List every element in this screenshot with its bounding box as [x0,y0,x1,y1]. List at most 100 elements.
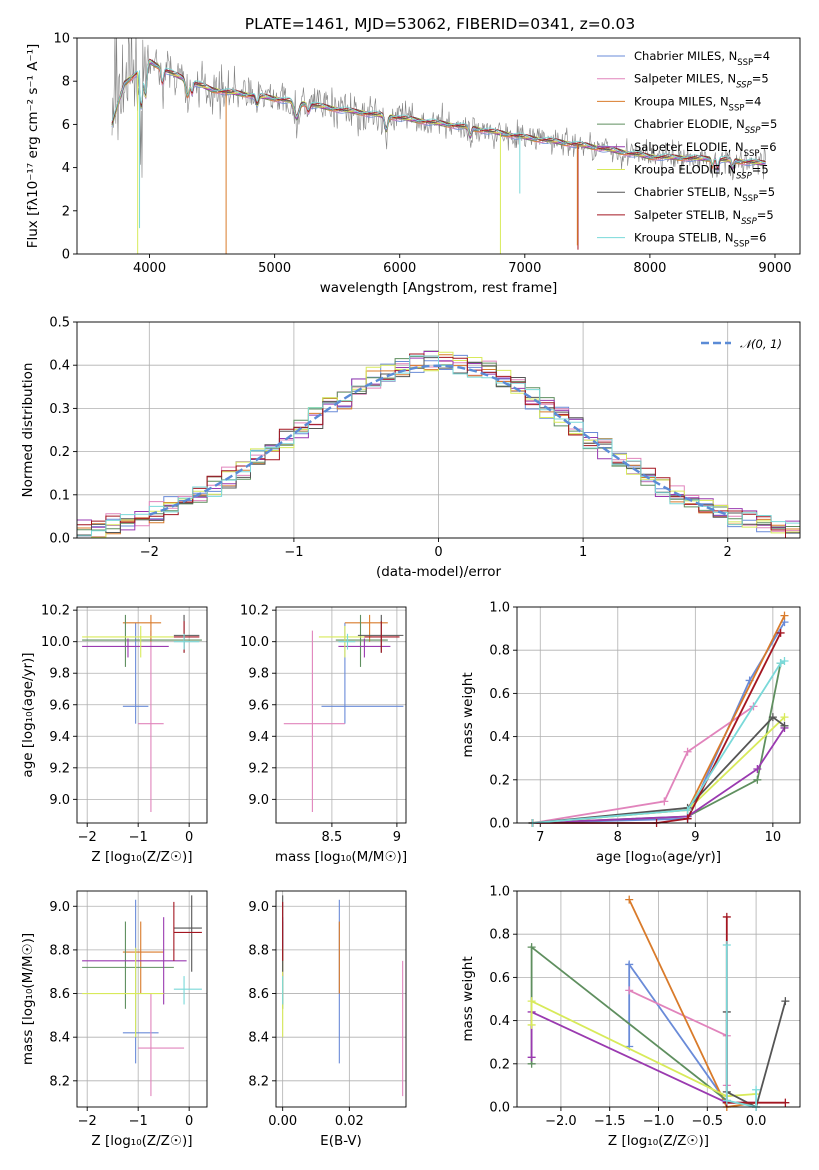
weight-marker [625,986,634,995]
x-tick-label: 6000 [383,261,416,276]
errorbars [282,895,404,1097]
subscript: SSP [744,149,760,159]
weight-line-0 [532,621,786,824]
y-tick-label: 9.8 [248,667,269,682]
weight-marker [780,721,789,730]
histogram-8 [77,355,800,537]
legend-n: =4 [753,49,770,63]
x-tick-label: 0 [434,545,442,560]
panel-mass-vs-EBV: 0.00 0.02 8.2 8.4 8.6 8.8 9.0 E(B-V) [248,890,407,1149]
subscript: SSP [745,126,761,136]
x-tick-label: −1 [129,1114,148,1129]
weight-line-0 [628,961,728,1104]
weight-marker [625,960,634,969]
plot-frame [76,606,208,824]
x-tick-label: 9 [393,830,401,845]
y-tick-label: 0.0 [49,532,70,547]
x-tick-label: 0.0 [746,1114,767,1129]
weight-lines [527,895,790,1111]
panel-residuals: −2 −1 0 1 2 0.0 0.1 0.2 0.3 0.4 0.5 (data-model)/er… [20,316,801,580]
y-tick-label: 8.8 [248,943,269,958]
legend-label: Chabrier MILES, NSSP=4 [634,49,770,68]
y-tick-label: 8.6 [248,987,269,1002]
y-tick-label: 10.2 [240,604,269,619]
weight-marker [781,1098,790,1107]
weight-lines [528,611,789,827]
x-tick-label: 0.00 [268,1114,297,1129]
weight-line-4 [530,1010,757,1104]
weight-line-3 [532,663,782,824]
legend-n: =5 [758,185,775,199]
y-tick-label: 9.0 [248,793,269,808]
model-spectrum-4 [111,63,766,170]
spectrum-lines [111,38,766,254]
panel-weight-vs-Z: −2.0 −1.5 −1.0 −0.5 0.0 0.0 0.2 0.4 0.6 0.8 1.0 Z [… [460,885,801,1149]
x-tick-label: 0.02 [335,1114,364,1129]
x-axis-label: mass [log₁₀(M/M☉)] [275,849,407,865]
weight-line-2 [628,899,757,1108]
y-tick-label: 6 [62,118,70,133]
y-tick-label: 8.4 [248,1031,269,1046]
weight-marker [752,1085,761,1094]
y-axis-label: mass [log₁₀(M/M☉)] [20,933,36,1065]
plot-frame [516,606,801,824]
legend-label: Salpeter STELIB, NSSP=5 [634,208,774,227]
y-tick-label: 8.8 [49,943,70,958]
panel-weight-vs-age: 7 8 9 10 0.0 0.2 0.4 0.6 0.8 1.0 age [log₁₀(age/yr… [460,601,801,865]
y-tick-label: 9.6 [49,698,70,713]
x-tick-label: 7 [536,830,544,845]
panel-spectrum: 4000 5000 6000 7000 8000 9000 0 2 4 6 8 10 wavelengt… [25,32,801,296]
weight-marker [722,912,731,921]
weight-marker [527,1020,536,1029]
model-spectrum-2 [111,62,766,171]
legend-label: Salpeter MILES, NSSP=5 [634,72,769,91]
x-tick-label: 9000 [758,261,791,276]
x-tick-label: −2 [78,1114,97,1129]
subscript: SSP [741,217,757,227]
weight-marker [753,765,762,773]
x-tick-label: −1 [284,545,303,560]
y-tick-label: 0.4 [49,359,70,374]
errorbars [283,614,404,812]
y-tick-label: 0.6 [489,971,510,986]
legend-n: =6 [749,231,766,245]
histograms [77,350,800,538]
x-tick-label: −1 [129,830,148,845]
y-tick-label: 9.8 [49,667,70,682]
y-tick-label: 9.2 [248,761,269,776]
x-axis-label: Z [log₁₀(Z/Z☉)] [91,849,192,865]
y-tick-label: 8.2 [248,1074,269,1089]
plot-frame [76,321,801,539]
legend-n: =5 [752,72,769,86]
panel-mass-vs-Z: −2 −1 0 8.2 8.4 8.6 8.8 9.0 Z [log₁₀(Z/Z☉)] mass … [20,890,208,1149]
x-axis-label: Z [log₁₀(Z/Z☉)] [91,1133,192,1149]
y-tick-label: 9.4 [248,730,269,745]
weight-marker [527,997,536,1006]
weight-line-1 [532,705,755,824]
y-tick-label: 0.5 [49,316,70,331]
y-tick-label: 0.8 [489,928,510,943]
y-axis-label: mass weight [460,956,476,1041]
y-axis-label: mass weight [460,672,476,757]
x-tick-label: 8.5 [322,830,343,845]
plot-frame [76,890,208,1108]
y-tick-label: 0.4 [489,1014,510,1029]
model-spectrum-7 [111,58,766,170]
errorbars [82,895,202,1097]
y-tick-label: 10 [53,32,70,47]
x-tick-label: −1.5 [594,1114,626,1129]
legend-n: =5 [757,208,774,222]
y-tick-label: 9.0 [248,900,269,915]
y-tick-label: 0.2 [489,773,510,788]
plot-frame [275,890,407,1108]
weight-line-5 [532,716,786,824]
weight-marker [683,806,692,815]
y-tick-label: 9.0 [49,900,70,915]
y-tick-label: 0.0 [489,1101,510,1116]
plot-frame [76,37,801,255]
y-tick-label: 0.1 [49,488,70,503]
x-tick-label: 7000 [508,261,541,276]
legend-n: =5 [752,163,769,177]
weight-marker [781,997,790,1006]
weight-line-8 [532,660,785,824]
